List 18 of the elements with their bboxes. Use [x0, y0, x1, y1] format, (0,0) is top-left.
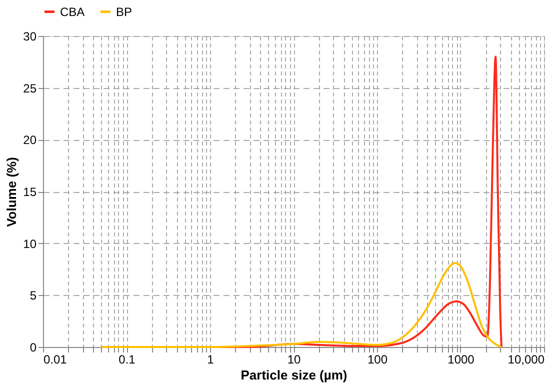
- y-tick-label: 5: [30, 288, 37, 303]
- x-axis-title: Particle size (µm): [240, 368, 348, 382]
- x-tick-label: 100: [367, 352, 388, 366]
- y-tick-label: 30: [23, 30, 37, 44]
- x-tick-label: 1: [207, 352, 214, 366]
- y-tick-label: 15: [23, 185, 37, 199]
- x-tick-label: 10,000: [508, 352, 545, 366]
- legend-label: CBA: [60, 4, 85, 19]
- y-axis-title: Volume (%): [4, 157, 20, 227]
- y-tick-label: 10: [23, 236, 37, 251]
- x-tick-label: 0.1: [118, 352, 136, 366]
- x-tick-label: 10: [287, 352, 301, 366]
- legend-label: BP: [116, 4, 132, 19]
- y-tick-label: 25: [23, 81, 37, 96]
- x-tick-label: 0.01: [44, 352, 68, 366]
- y-tick-label: 0: [30, 340, 37, 354]
- x-tick-label: 1000: [448, 352, 475, 366]
- y-tick-label: 20: [23, 133, 37, 148]
